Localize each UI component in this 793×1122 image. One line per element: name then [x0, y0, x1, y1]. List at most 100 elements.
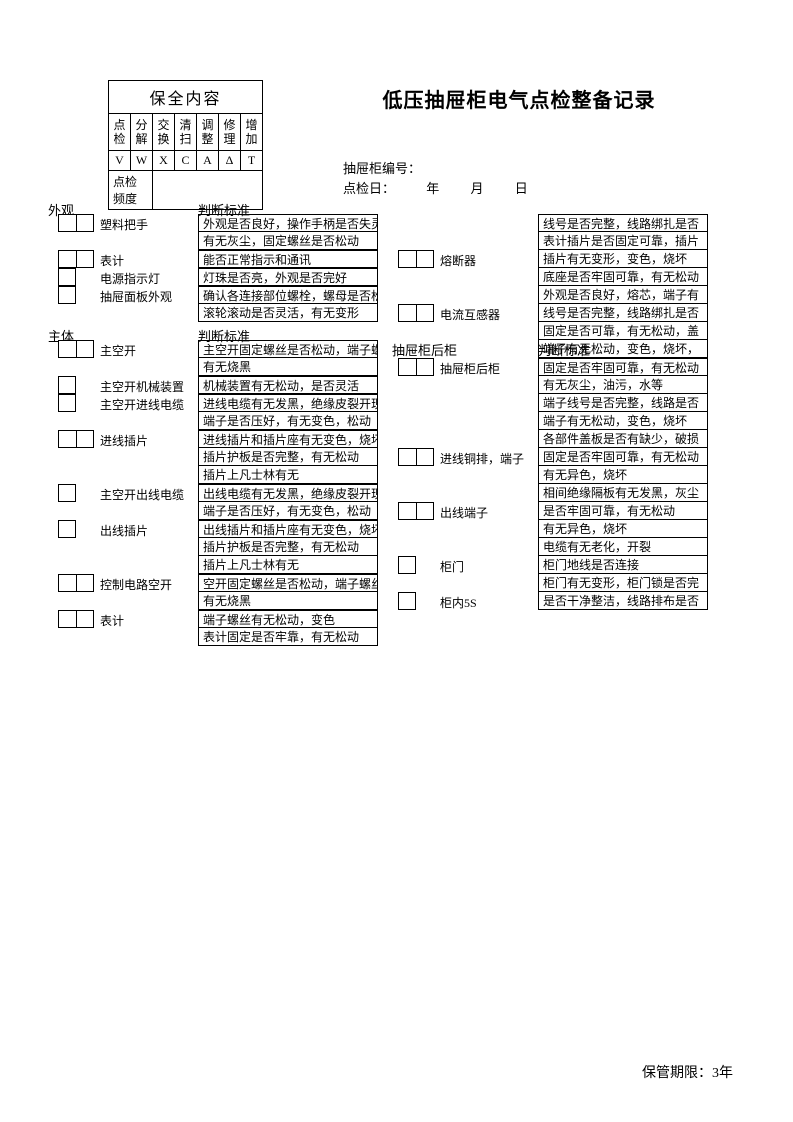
- criteria-cell-c: 底座是否牢固可靠，有无松动: [538, 268, 708, 286]
- criteria-cell: 端子是否压好，有无变色，松动: [198, 412, 378, 430]
- checkbox[interactable]: [398, 448, 434, 466]
- checkbox[interactable]: [58, 376, 76, 394]
- item-label: 电源指示灯: [100, 270, 160, 287]
- maint-col: 修理: [219, 114, 241, 151]
- date-label: 点检日：: [343, 181, 395, 196]
- maint-code: T: [241, 151, 263, 171]
- checkbox[interactable]: [58, 430, 94, 448]
- checkbox[interactable]: [58, 520, 76, 538]
- item-label: 出线端子: [440, 504, 488, 521]
- maint-col: 增加: [241, 114, 263, 151]
- maint-header: 保全内容: [109, 81, 263, 114]
- maint-col: 分解: [131, 114, 153, 151]
- criteria-cell: 进线插片和插片座有无变色，烧坏: [198, 430, 378, 448]
- checkbox[interactable]: [58, 268, 76, 286]
- criteria-cell: 外观是否良好，操作手柄是否失灵: [198, 214, 378, 232]
- item-label: 主空开机械装置: [100, 378, 184, 395]
- maint-code: Δ: [219, 151, 241, 171]
- checkbox[interactable]: [58, 250, 94, 268]
- maint-codes-row: VWXCAΔT: [109, 151, 263, 171]
- checkbox[interactable]: [398, 250, 434, 268]
- checkbox[interactable]: [398, 304, 434, 322]
- maint-code: W: [131, 151, 153, 171]
- criteria-cell-c: 外观是否良好，熔芯，端子有: [538, 286, 708, 304]
- criteria-cell-c: 端子有无松动，变色，烧坏: [538, 412, 708, 430]
- checkbox[interactable]: [398, 502, 434, 520]
- criteria-cell-c: 有无异色，烧坏: [538, 520, 708, 538]
- checkbox[interactable]: [398, 358, 434, 376]
- checkbox[interactable]: [58, 214, 94, 232]
- title-block: 低压抽屉柜电气点检整备记录 抽屉柜编号： 点检日： 年 月 日: [263, 80, 745, 199]
- criteria-cell: 主空开固定螺丝是否松动，端子螺丝: [198, 340, 378, 358]
- freq-label: 点检频度: [109, 171, 153, 210]
- item-label: 进线铜排，端子: [440, 450, 524, 467]
- checkbox[interactable]: [398, 556, 416, 574]
- criteria-cell: 出线电缆有无发黑，绝缘皮裂开现象: [198, 484, 378, 502]
- maintenance-table: 保全内容 点检分解交换清扫调整修理增加 VWXCAΔT 点检频度: [108, 80, 263, 210]
- item-label: 电流互感器: [440, 306, 500, 323]
- criteria-cell-c: 线号是否完整，线路绑扎是否: [538, 304, 708, 322]
- item-label: 塑料把手: [100, 216, 148, 233]
- criteria-cell: 有无灰尘，固定螺丝是否松动: [198, 232, 378, 250]
- item-label: 表计: [100, 612, 124, 629]
- criteria-cell: 端子螺丝有无松动，变色: [198, 610, 378, 628]
- criteria-cell-c: 柜门有无变形，柜门锁是否完: [538, 574, 708, 592]
- criteria-cell: 进线电缆有无发黑，绝缘皮裂开现象: [198, 394, 378, 412]
- month-label: 月: [471, 181, 484, 196]
- checkbox[interactable]: [58, 610, 94, 628]
- checkbox[interactable]: [398, 592, 416, 610]
- criteria-cell: 有无烧黑: [198, 592, 378, 610]
- checkbox[interactable]: [58, 286, 76, 304]
- year-label: 年: [426, 181, 439, 196]
- criteria-header-c: 判断标准: [538, 340, 590, 359]
- criteria-cell: 滚轮滚动是否灵活，有无变形: [198, 304, 378, 322]
- criteria-cell-c: 端子线号是否完整，线路是否: [538, 394, 708, 412]
- criteria-cell: 插片上凡士林有无: [198, 556, 378, 574]
- checkbox[interactable]: [58, 574, 94, 592]
- criteria-cell: 表计固定是否牢靠，有无松动: [198, 628, 378, 646]
- criteria-cell-c: 是否干净整洁，线路排布是否: [538, 592, 708, 610]
- item-label: 抽屉柜后柜: [440, 360, 500, 377]
- criteria-cell-c: 固定是否牢固可靠，有无松动: [538, 358, 708, 376]
- item-label: 主空开出线电缆: [100, 486, 184, 503]
- maint-code: C: [175, 151, 197, 171]
- maint-col: 清扫: [175, 114, 197, 151]
- checkbox[interactable]: [58, 394, 76, 412]
- checkbox[interactable]: [58, 340, 94, 358]
- item-label: 主空开: [100, 342, 136, 359]
- criteria-cell-c: 线号是否完整，线路绑扎是否: [538, 214, 708, 232]
- criteria-cell: 插片护板是否完整，有无松动: [198, 448, 378, 466]
- criteria-cell: 能否正常指示和通讯: [198, 250, 378, 268]
- meta-lines: 抽屉柜编号： 点检日： 年 月 日: [343, 159, 745, 199]
- maint-col: 调整: [197, 114, 219, 151]
- footer: 保管期限：3年: [642, 1062, 733, 1082]
- checkbox[interactable]: [58, 484, 76, 502]
- criteria-cell: 灯珠是否亮，外观是否完好: [198, 268, 378, 286]
- item-label: 出线插片: [100, 522, 148, 539]
- item-label: 抽屉面板外观: [100, 288, 172, 305]
- criteria-cell-c: 表计插片是否固定可靠，插片: [538, 232, 708, 250]
- item-label: 柜门: [440, 558, 464, 575]
- criteria-cell-c: 插片有无变形，变色，烧坏: [538, 250, 708, 268]
- criteria-cell-c: 是否牢固可靠，有无松动: [538, 502, 708, 520]
- criteria-cell: 插片护板是否完整，有无松动: [198, 538, 378, 556]
- maint-code: V: [109, 151, 131, 171]
- cab-no-label: 抽屉柜编号：: [343, 161, 421, 176]
- criteria-cell: 确认各连接部位螺栓，螺母是否松动: [198, 286, 378, 304]
- criteria-cell-c: 各部件盖板是否有缺少，破损: [538, 430, 708, 448]
- criteria-cell: 有无烧黑: [198, 358, 378, 376]
- criteria-cell: 机械装置有无松动，是否灵活: [198, 376, 378, 394]
- maint-code: A: [197, 151, 219, 171]
- criteria-cell: 端子是否压好，有无变色，松动: [198, 502, 378, 520]
- criteria-cell-c: 相间绝缘隔板有无发黑，灰尘: [538, 484, 708, 502]
- criteria-cell: 出线插片和插片座有无变色，烧坏: [198, 520, 378, 538]
- top-row: 保全内容 点检分解交换清扫调整修理增加 VWXCAΔT 点检频度 低压抽屉柜电气…: [48, 80, 745, 210]
- criteria-cell-c: 电缆有无老化，开裂: [538, 538, 708, 556]
- section-header-b: 抽屉柜后柜: [392, 340, 457, 359]
- criteria-cell: 空开固定螺丝是否松动，端子螺丝: [198, 574, 378, 592]
- maint-cols-row: 点检分解交换清扫调整修理增加: [109, 114, 263, 151]
- day-label: 日: [515, 181, 528, 196]
- item-label: 控制电路空开: [100, 576, 172, 593]
- criteria-cell-c: 有无灰尘，油污，水等: [538, 376, 708, 394]
- doc-title: 低压抽屉柜电气点检整备记录: [293, 84, 745, 113]
